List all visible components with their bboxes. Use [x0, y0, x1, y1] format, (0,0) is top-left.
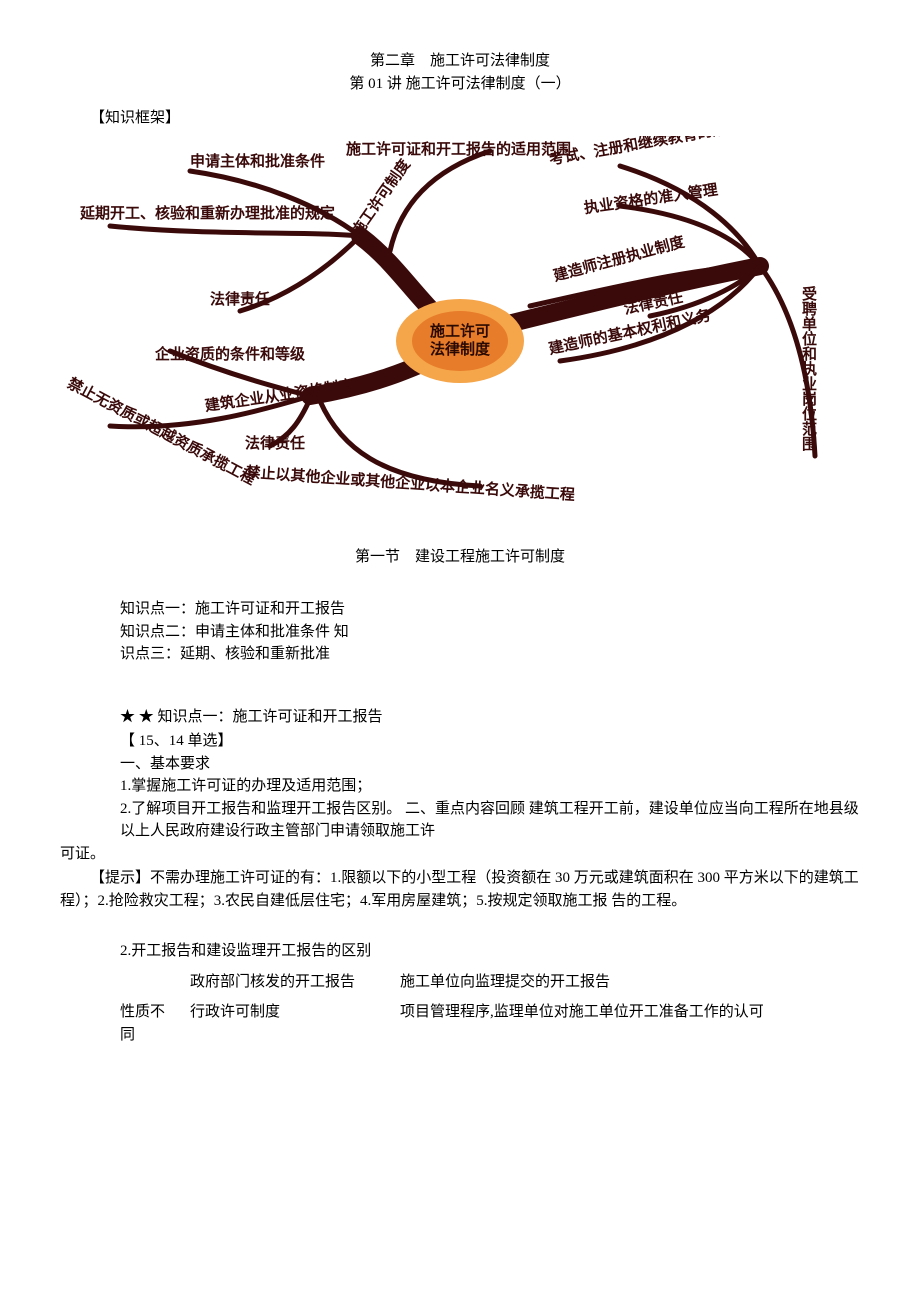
- mm-t2: 施工许可制度: [347, 155, 414, 240]
- kp1: 知识点一：施工许可证和开工报告: [120, 598, 860, 621]
- mm-l4: 企业资质的条件和等级: [154, 345, 306, 363]
- mm-l3: 法律责任: [210, 290, 270, 308]
- diff-table: 政府部门核发的开工报告 施工单位向监理提交的开工报告 性质不 同 行政许可制度 …: [120, 967, 830, 1051]
- svg-text:法律制度: 法律制度: [430, 340, 491, 358]
- table-row: 性质不 同 行政许可制度 项目管理程序,监理单位对施工单位开工准备工作的认可: [120, 997, 830, 1050]
- chapter-title-line1: 第二章 施工许可法律制度: [60, 50, 860, 73]
- mm-l6: 法律责任: [245, 434, 305, 452]
- chapter-title-block: 第二章 施工许可法律制度 第 01 讲 施工许可法律制度（一）: [60, 50, 860, 95]
- chapter-title-line2: 第 01 讲 施工许可法律制度（一）: [60, 73, 860, 96]
- diff-title: 2.开工报告和建设监理开工报告的区别: [120, 940, 860, 963]
- mm-r1: 考试、注册和继续教育的规定: [548, 136, 743, 168]
- stars-heading: ★ ★ 知识点一：施工许可证和开工报告: [120, 706, 860, 729]
- mm-t1: 施工许可证和开工报告的适用范围: [346, 140, 571, 158]
- kp2: 知识点二：申请主体和批准条件 知: [120, 621, 860, 644]
- exam-tag: 【 15、14 单选】: [120, 730, 860, 753]
- mm-r6: 受聘单位和执业岗位范围: [800, 285, 817, 452]
- mindmap: 施工许可 法律制度 申请主体和批准条件 延期开工、核验和重新办理批准的规定 法律…: [60, 136, 860, 516]
- table-header-c1: 政府部门核发的开工报告: [190, 967, 400, 998]
- section1-title: 第一节 建设工程施工许可制度: [60, 546, 860, 569]
- basic-1: 1.掌握施工许可证的办理及适用范围；: [120, 775, 860, 798]
- mindmap-svg: 施工许可 法律制度 申请主体和批准条件 延期开工、核验和重新办理批准的规定 法律…: [60, 136, 860, 516]
- mindmap-center: 施工许可 法律制度: [396, 299, 524, 383]
- row1-c0b: 同: [120, 1027, 135, 1043]
- table-row: 政府部门核发的开工报告 施工单位向监理提交的开工报告: [120, 967, 830, 998]
- knowledge-points: 知识点一：施工许可证和开工报告 知识点二：申请主体和批准条件 知 识点三：延期、…: [120, 598, 860, 666]
- row1-c2: 项目管理程序,监理单位对施工单位开工准备工作的认可: [400, 997, 830, 1050]
- mm-l2: 延期开工、核验和重新办理批准的规定: [79, 204, 335, 222]
- mm-t3: 建筑企业从业资格制度: [204, 375, 356, 414]
- framework-label: 【知识框架】: [90, 107, 860, 130]
- svg-text:施工许可: 施工许可: [430, 322, 490, 340]
- mm-l5: 禁止无资质或超越资质承揽工程: [65, 374, 259, 488]
- basic-2: 2.了解项目开工报告和监理开工报告区别。 二、重点内容回顾 建筑工程开工前，建设…: [120, 798, 860, 843]
- tip: 【提示】不需办理施工许可证的有：1.限额以下的小型工程（投资额在 30 万元或建…: [60, 867, 860, 912]
- table-header-c2: 施工单位向监理提交的开工报告: [400, 967, 830, 998]
- basic-2-tail: 可证。: [60, 843, 860, 866]
- row1-c0: 性质不 同: [120, 997, 190, 1050]
- kp3: 识点三：延期、核验和重新批准: [120, 643, 860, 666]
- table-cell: [120, 967, 190, 998]
- mm-l7: 禁止以其他企业或其他企业以本企业名义承揽工程: [245, 462, 575, 503]
- basic-heading: 一、基本要求: [120, 753, 860, 776]
- row1-c0a: 性质不: [120, 1004, 165, 1020]
- mm-l1: 申请主体和批准条件: [190, 152, 325, 170]
- row1-c1: 行政许可制度: [190, 997, 400, 1050]
